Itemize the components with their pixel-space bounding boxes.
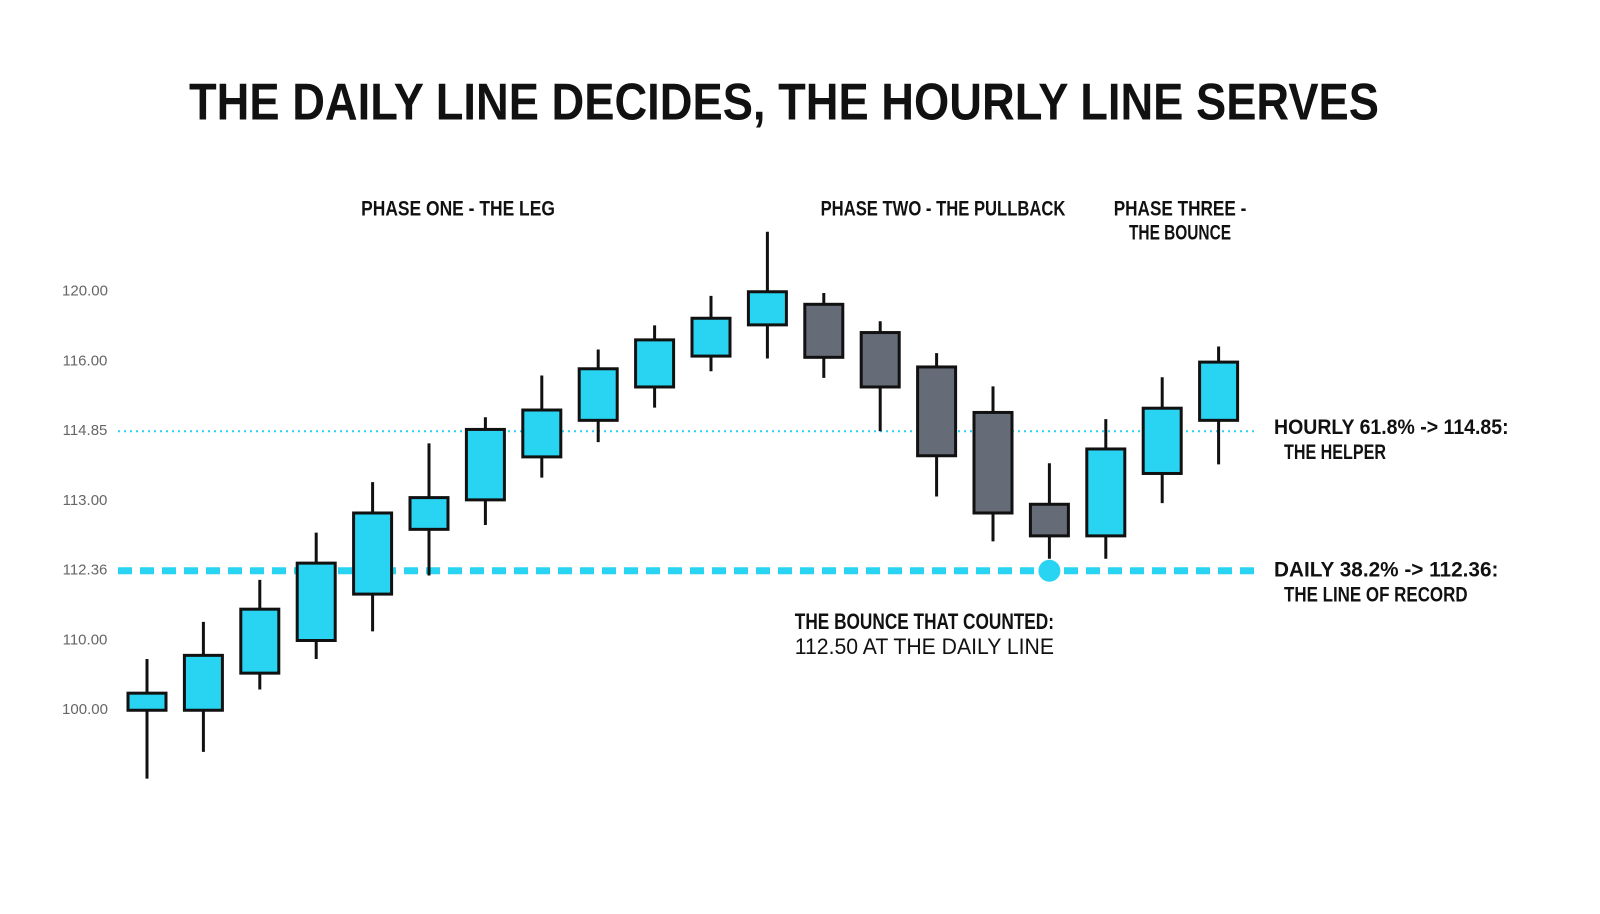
candle-body bbox=[746, 290, 788, 327]
phase-label: THE BOUNCE bbox=[1129, 222, 1231, 245]
candle-body bbox=[295, 561, 337, 642]
candle-body bbox=[1085, 447, 1127, 538]
candle-body bbox=[182, 653, 224, 712]
candle-body bbox=[690, 316, 732, 358]
phase-label: PHASE ONE - THE LEG bbox=[361, 198, 555, 221]
y-tick-label: 113.00 bbox=[63, 492, 108, 509]
annotation: 112.50 AT THE DAILY LINE bbox=[795, 634, 1054, 659]
candle-body bbox=[803, 302, 845, 359]
candle-body bbox=[972, 410, 1014, 515]
candle-body bbox=[1198, 360, 1240, 422]
reference-label: HOURLY 61.8% -> 114.85: bbox=[1274, 416, 1509, 439]
candle-body bbox=[521, 408, 563, 459]
y-tick-label: 120.00 bbox=[62, 283, 108, 300]
candle-body bbox=[916, 365, 958, 458]
chart-title: THE DAILY LINE DECIDES, THE HOURLY LINE … bbox=[189, 74, 1379, 132]
phase-label: PHASE TWO - THE PULLBACK bbox=[821, 198, 1066, 221]
candle-body bbox=[859, 331, 901, 389]
candle-body bbox=[1028, 502, 1070, 538]
y-tick-label: 110.00 bbox=[63, 631, 108, 648]
candle-body bbox=[352, 511, 394, 596]
candle-body bbox=[577, 367, 619, 422]
candle-body bbox=[239, 607, 281, 675]
reference-label: DAILY 38.2% -> 112.36: bbox=[1274, 558, 1498, 581]
candle-body bbox=[1141, 406, 1183, 475]
candle-body bbox=[464, 427, 506, 502]
phase-label: PHASE THREE - bbox=[1114, 198, 1247, 221]
bounce-marker bbox=[1038, 559, 1061, 582]
annotation: THE BOUNCE THAT COUNTED: bbox=[795, 609, 1054, 634]
candle-body bbox=[126, 691, 168, 712]
candle-body bbox=[634, 338, 676, 389]
reference-label: THE LINE OF RECORD bbox=[1284, 583, 1468, 606]
reference-label: THE HELPER bbox=[1284, 441, 1386, 464]
candle-body bbox=[408, 496, 450, 531]
y-tick-label: 112.36 bbox=[63, 562, 108, 579]
y-tick-label: 116.00 bbox=[63, 352, 108, 369]
y-tick-label: 100.00 bbox=[62, 701, 108, 718]
y-tick-label: 114.85 bbox=[63, 422, 108, 439]
